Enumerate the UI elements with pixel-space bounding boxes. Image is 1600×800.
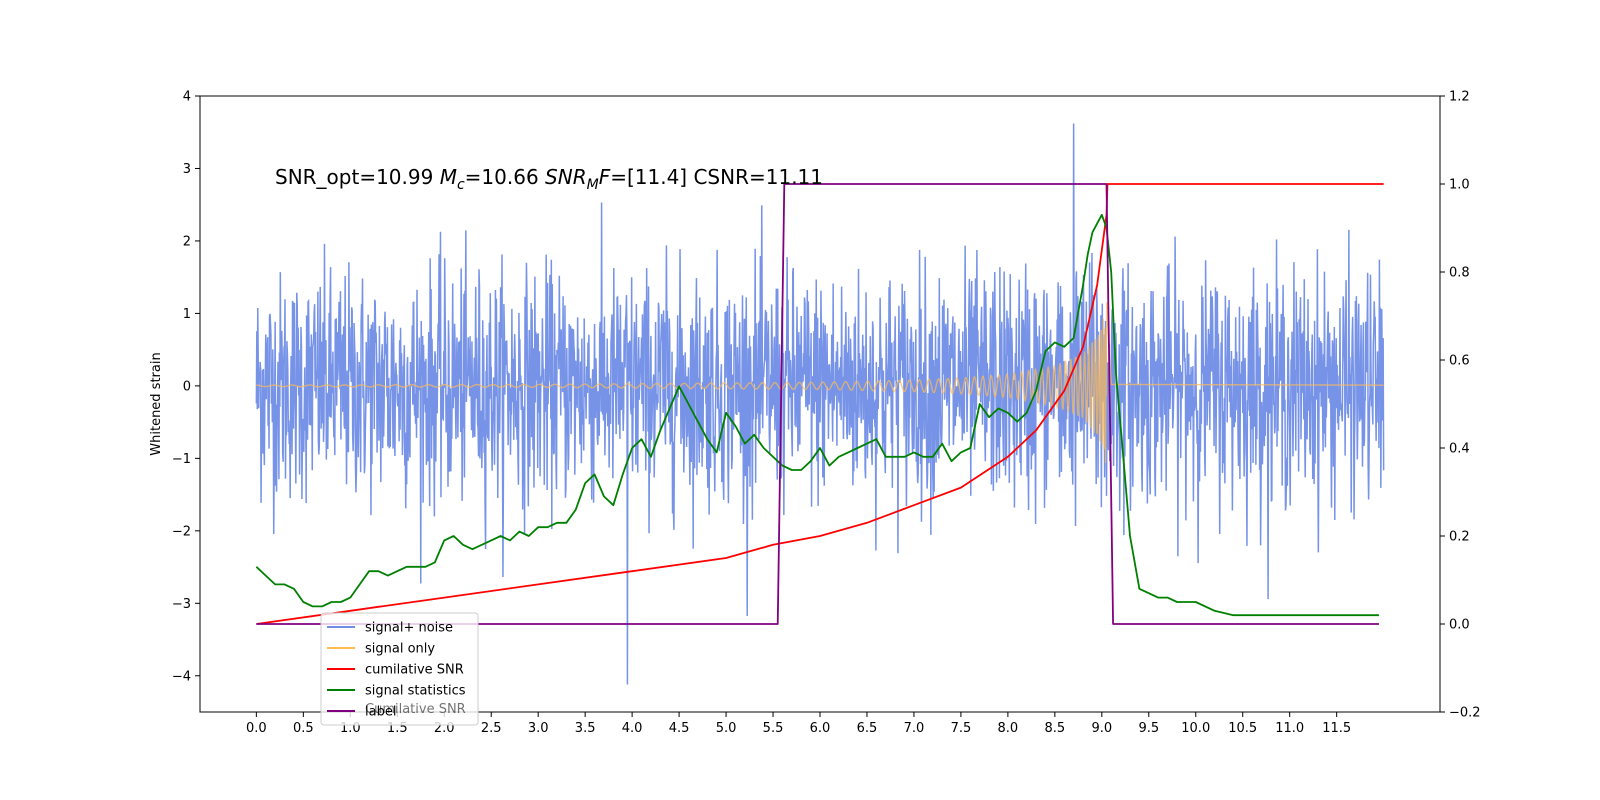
y-right-tick-label: 0.8 (1449, 266, 1470, 281)
annotation-part: =10.66 (465, 165, 545, 189)
x-tick-label: 10.0 (1181, 721, 1210, 736)
x-tick-label: 8.5 (1045, 721, 1066, 736)
annotation-part: F (599, 165, 611, 189)
annotation-part: SNR_opt=10.99 (275, 165, 440, 189)
x-tick-label: 6.0 (810, 721, 831, 736)
x-tick-label: 5.5 (763, 721, 784, 736)
x-tick-label: 7.0 (904, 721, 925, 736)
annotation-part: SNR (545, 165, 587, 189)
y-axis-left-label: Whitened strain (149, 352, 164, 455)
y-left-tick-label: 3 (183, 162, 191, 177)
x-tick-label: 0.5 (293, 721, 314, 736)
x-tick-label: 11.0 (1275, 721, 1304, 736)
snr-annotation: SNR_opt=10.99 Mc=10.66 SNRMF=[11.4] CSNR… (275, 165, 823, 193)
y-right-tick-label: 0.2 (1449, 530, 1470, 545)
y-right-tick-label: 1.2 (1449, 90, 1470, 105)
legend-box (320, 612, 479, 726)
legend-label: label (365, 705, 396, 720)
y-left-tick-label: 4 (183, 90, 191, 105)
y-right-tick-label: −0.2 (1449, 706, 1481, 721)
legend: Cumilative SNR signal+ noise signal only cu… (320, 612, 479, 726)
y-right-tick-label: 0.0 (1449, 618, 1470, 633)
y-left-tick-label: −3 (172, 597, 191, 612)
y-right-tick-label: 0.6 (1449, 354, 1470, 369)
series-signal-only-line (256, 302, 1384, 463)
y-left-tick-label: 0 (183, 379, 191, 394)
x-tick-label: 11.5 (1322, 721, 1351, 736)
x-tick-label: 10.5 (1228, 721, 1257, 736)
x-axis: 0.0 0.5 1.0 1.5 2.0 2.5 3.0 3.5 4.0 4.5 5.0 5.5 6.0 6… (246, 712, 1351, 736)
series-label-line (256, 183, 1379, 625)
x-tick-label: 9.0 (1091, 721, 1112, 736)
x-tick-label: 4.5 (669, 721, 690, 736)
annotation-part: =[11.4] CSNR=11.11 (610, 165, 823, 189)
y-axis-right: −0.2 0.0 0.2 0.4 0.6 0.8 1.0 1.2 (1440, 90, 1481, 721)
series-cumilative-snr-line (256, 183, 1384, 625)
x-tick-label: 4.0 (622, 721, 643, 736)
x-tick-label: 6.5 (857, 721, 878, 736)
x-tick-label: 5.0 (716, 721, 737, 736)
legend-label: signal only (365, 642, 435, 657)
legend-label: signal statistics (365, 684, 466, 699)
legend-ghost-text: Cumilative SNR (365, 702, 466, 717)
x-tick-label: 7.5 (951, 721, 972, 736)
plot-area (255, 123, 1385, 685)
legend-label: cumilative SNR (365, 663, 464, 678)
x-tick-label: 3.5 (575, 721, 596, 736)
annotation-part: M (587, 177, 599, 193)
y-right-tick-label: 1.0 (1449, 178, 1470, 193)
x-tick-label: 0.0 (246, 721, 267, 736)
y-left-tick-label: −1 (172, 452, 191, 467)
x-tick-label: 8.0 (998, 721, 1019, 736)
y-left-tick-label: 1 (183, 307, 191, 322)
y-left-tick-label: 2 (183, 234, 191, 249)
x-tick-label: 2.5 (481, 721, 502, 736)
annotation-part: M (440, 165, 457, 189)
series-signal-noise-line (255, 123, 1385, 685)
annotation-part: c (457, 177, 465, 193)
y-right-tick-label: 0.4 (1449, 442, 1470, 457)
legend-label: signal+ noise (365, 621, 453, 636)
y-left-tick-label: −4 (172, 669, 191, 684)
y-axis-left: −4 −3 −2 −1 0 1 2 3 4 (172, 90, 200, 684)
series-signal-statistics-line (255, 213, 1379, 617)
x-tick-label: 3.0 (528, 721, 549, 736)
x-tick-label: 9.5 (1138, 721, 1159, 736)
y-left-tick-label: −2 (172, 524, 191, 539)
